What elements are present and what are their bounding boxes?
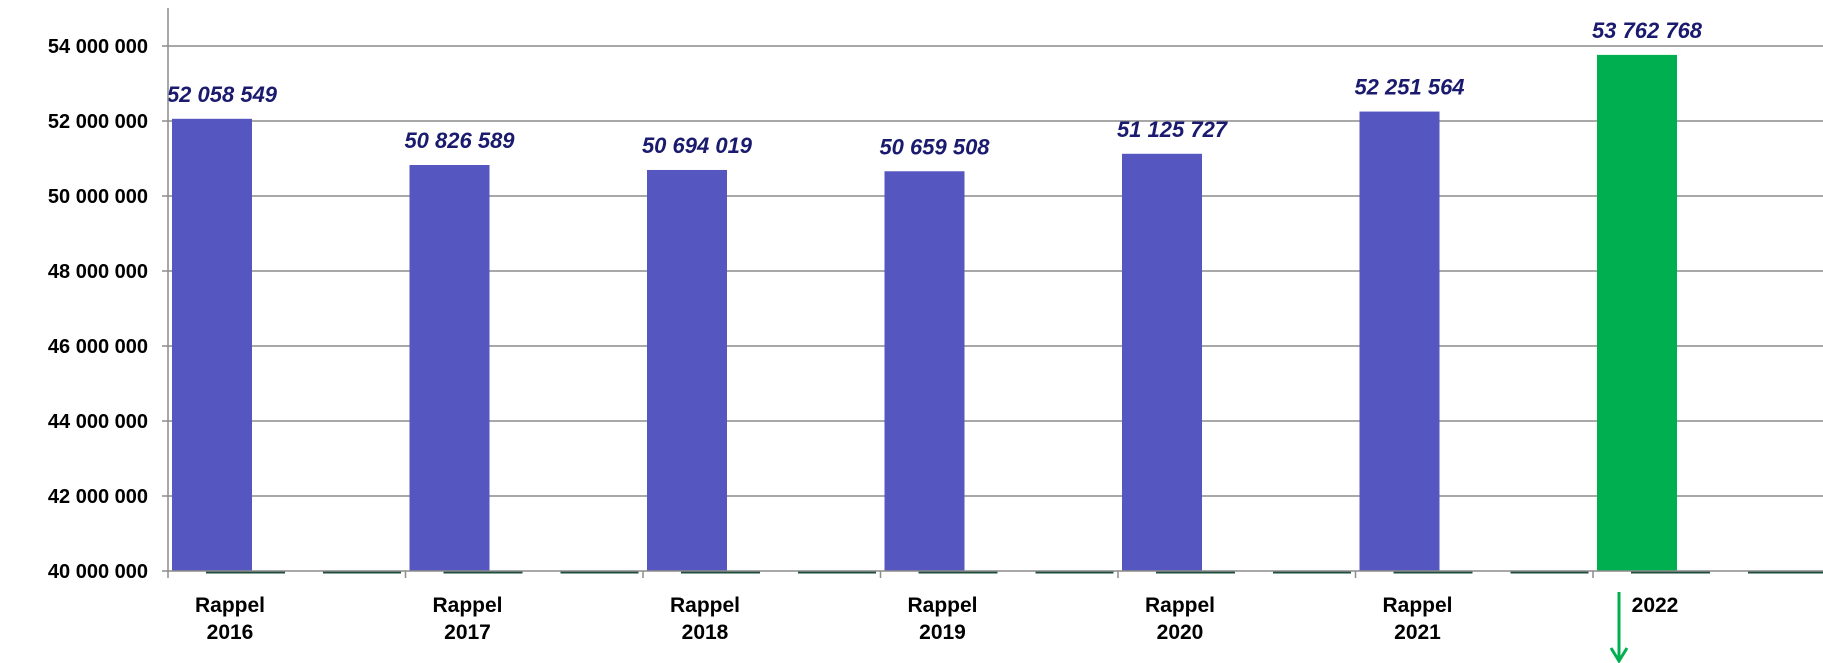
y-tick-label: 46 000 000: [48, 336, 148, 358]
axes: [162, 8, 1823, 578]
y-tick-label: 54 000 000: [48, 36, 148, 58]
bar: [1359, 111, 1440, 572]
x-tick-label: 2022: [1632, 594, 1679, 617]
annotation: [1609, 592, 1629, 663]
data-label: 52 058 549: [167, 82, 278, 107]
x-tick-label: Rappel 2017: [432, 594, 502, 644]
bar: [884, 171, 965, 572]
x-tick-line: 2020: [1157, 621, 1204, 644]
x-tick-line: 2016: [207, 621, 254, 644]
x-tick-line: Rappel: [907, 594, 977, 617]
bar: [1597, 54, 1677, 572]
y-tick-label: 48 000 000: [48, 261, 148, 283]
data-label: 50 659 508: [879, 134, 990, 159]
x-tick-label: Rappel 2016: [195, 594, 265, 644]
x-tick-line: 2018: [682, 621, 729, 644]
x-tick-label: Rappel 2020: [1145, 594, 1215, 644]
x-axis-ticks: Rappel 2016 Rappel 2017 Rappel 2018 Rappel 2019…: [195, 594, 1678, 644]
down-arrow-head: [1609, 647, 1629, 663]
bars: [172, 54, 1823, 574]
y-tick-label: 42 000 000: [48, 486, 148, 508]
y-tick-label: 52 000 000: [48, 111, 148, 133]
x-tick-line: Rappel: [195, 594, 265, 617]
x-tick-line: 2021: [1394, 621, 1441, 644]
data-label: 52 251 564: [1354, 75, 1464, 100]
x-tick-label: Rappel 2019: [907, 594, 977, 644]
x-tick-label: Rappel 2018: [670, 594, 740, 644]
data-label: 53 762 768: [1592, 18, 1703, 43]
down-arrow-icon: [1609, 592, 1629, 663]
y-tick-label: 40 000 000: [48, 561, 148, 583]
x-tick-line: Rappel: [1145, 594, 1215, 617]
x-tick-line: Rappel: [432, 594, 502, 617]
y-axis-ticks: 40 000 000 42 000 000 44 000 000 46 000 000…: [48, 36, 148, 583]
data-label: 50 694 019: [642, 133, 753, 158]
bar: [409, 165, 490, 571]
bar: [1122, 153, 1202, 572]
y-tick-label: 44 000 000: [48, 411, 148, 433]
data-label: 50 826 589: [404, 128, 515, 153]
x-tick-line: 2019: [919, 621, 966, 644]
data-label: 51 125 727: [1117, 117, 1229, 142]
x-tick-label: Rappel 2021: [1382, 594, 1452, 644]
x-tick-line: Rappel: [670, 594, 740, 617]
y-tick-label: 50 000 000: [48, 186, 148, 208]
x-tick-line: 2022: [1632, 594, 1679, 617]
data-labels: 52 058 549 50 826 589 50 694 019 50 659 508…: [167, 18, 1703, 159]
x-tick-line: 2017: [444, 621, 491, 644]
bar: [647, 169, 727, 571]
x-tick-line: Rappel: [1382, 594, 1452, 617]
bar: [172, 118, 252, 571]
